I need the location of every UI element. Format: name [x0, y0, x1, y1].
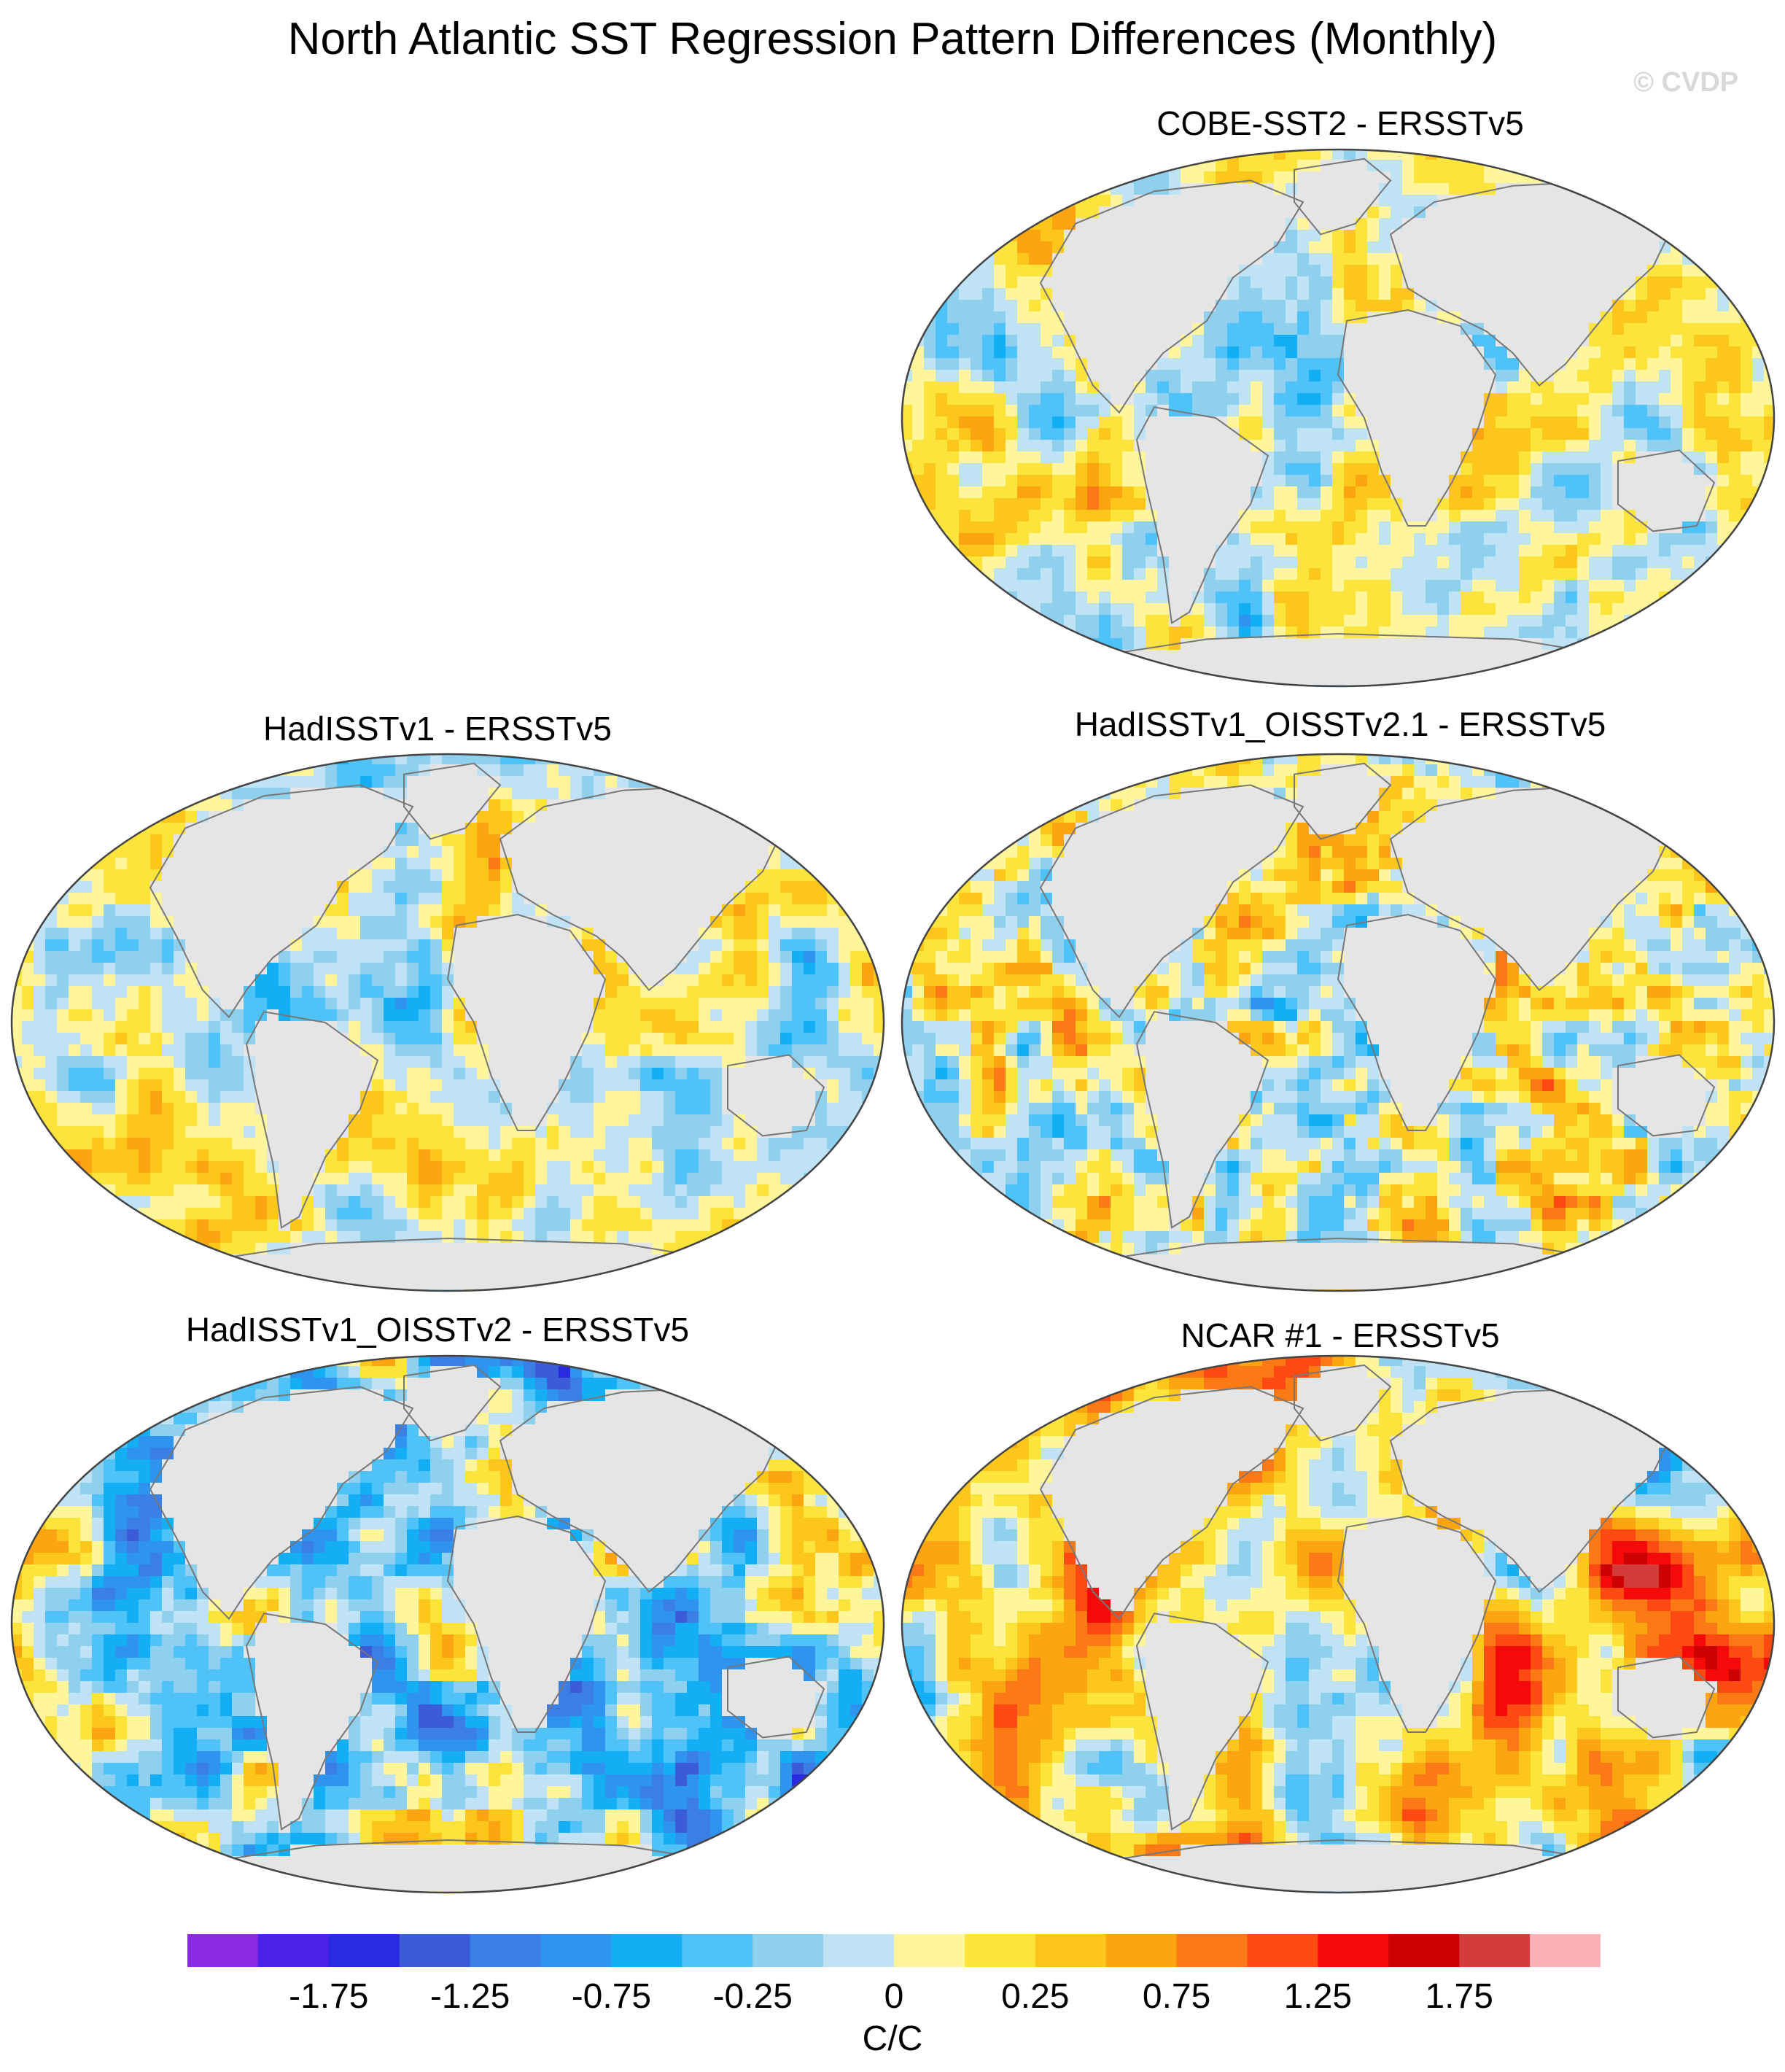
colorbar-tick-label: -1.25: [429, 1977, 510, 2016]
colorbar-swatch: [540, 1934, 612, 1967]
map-border: [10, 1354, 885, 1894]
coastline: [1294, 762, 1392, 840]
colorbar-swatch: [823, 1934, 895, 1967]
panel-title-hadisst-oisst2: HadISSTv1_OISSTv2 - ERSSTv5: [185, 1311, 690, 1349]
colorbar-swatch: [682, 1934, 753, 1967]
coastline: [1337, 1515, 1497, 1733]
coastline: [1294, 1364, 1392, 1442]
panel-title-hadisst-oisst21: HadISSTv1_OISSTv2.1 - ERSSTv5: [1074, 705, 1606, 743]
map-border: [901, 148, 1776, 688]
coastline: [1135, 1613, 1269, 1831]
colorbar-tick-label: -0.75: [571, 1977, 652, 2016]
map-hadisst-oisst21: [901, 753, 1776, 1292]
colorbar-tick-label: 0: [884, 1977, 904, 2016]
coastline: [499, 1386, 790, 1594]
coastline: [1389, 1386, 1681, 1594]
coastline: [1135, 406, 1269, 624]
coastline: [1617, 1656, 1716, 1739]
colorbar-swatch: [611, 1934, 682, 1967]
colorbar-swatch: [1459, 1934, 1531, 1967]
figure-title: North Atlantic SST Regression Pattern Di…: [287, 14, 1498, 64]
map-border: [10, 753, 885, 1292]
panel-title-hadisst: HadISSTv1 - ERSSTv5: [262, 710, 612, 748]
coastline: [446, 1515, 607, 1733]
colorbar-swatch: [1247, 1934, 1318, 1967]
coastline: [1039, 784, 1304, 1019]
colorbar: [187, 1934, 1601, 1967]
coastline: [446, 913, 607, 1131]
colorbar-swatch: [470, 1934, 541, 1967]
colorbar-tick-label: 1.75: [1425, 1977, 1493, 2016]
colorbar-swatch: [1530, 1934, 1601, 1967]
coastline: [1039, 1386, 1304, 1621]
colorbar-swatch: [257, 1934, 330, 1967]
colorbar-swatch: [752, 1934, 824, 1967]
colorbar-swatch: [1388, 1934, 1460, 1967]
coastline: [1389, 784, 1681, 992]
colorbar-swatch: [1035, 1934, 1107, 1967]
coastline: [403, 762, 502, 840]
coastline: [499, 784, 790, 992]
coastline: [727, 1656, 825, 1739]
colorbar-swatch: [399, 1934, 471, 1967]
coastline: [403, 1364, 502, 1442]
colorbar-tick-label: 0.25: [1001, 1977, 1070, 2016]
sst-field: [12, 1356, 884, 1893]
colorbar-swatch: [328, 1934, 400, 1967]
colorbar-swatch: [1318, 1934, 1389, 1967]
panel-title-cobe: COBE-SST2 - ERSSTv5: [1156, 104, 1524, 142]
sst-field: [12, 754, 884, 1291]
panel-title-ncar: NCAR #1 - ERSSTv5: [1181, 1316, 1500, 1354]
colorbar-tick-label: 1.25: [1283, 1977, 1353, 2016]
watermark: © CVDP: [1633, 67, 1739, 98]
map-hadisst: [10, 753, 885, 1292]
coastline: [1617, 449, 1716, 532]
colorbar-swatch: [1176, 1934, 1248, 1967]
coastline: [1389, 179, 1681, 387]
colorbar-swatch: [187, 1934, 259, 1967]
colorbar-swatch: [964, 1934, 1036, 1967]
coastline: [1135, 1011, 1269, 1229]
colorbar-units: C/C: [862, 2019, 923, 2058]
colorbar-tick-label: -1.75: [289, 1977, 369, 2016]
coastline: [727, 1054, 825, 1137]
sst-field: [902, 150, 1774, 686]
colorbar-tick-label: 0.75: [1142, 1977, 1211, 2016]
coastline: [245, 1011, 379, 1229]
map-border: [901, 753, 1776, 1292]
colorbar-tick-label: -0.25: [712, 1977, 793, 2016]
map-ncar: [901, 1354, 1776, 1894]
coastline: [1617, 1054, 1716, 1137]
colorbar-swatch: [1105, 1934, 1178, 1967]
coastline: [149, 784, 414, 1019]
coastline: [1294, 158, 1392, 236]
map-cobe-sst2: [901, 148, 1776, 688]
map-border: [901, 1354, 1776, 1894]
coastline: [1337, 913, 1497, 1131]
coastline: [245, 1613, 379, 1831]
coastline: [1337, 309, 1497, 527]
colorbar-swatch: [894, 1934, 965, 1967]
coastline: [149, 1386, 414, 1621]
coastline: [1039, 179, 1304, 414]
map-hadisst-oisst2: [10, 1354, 885, 1894]
